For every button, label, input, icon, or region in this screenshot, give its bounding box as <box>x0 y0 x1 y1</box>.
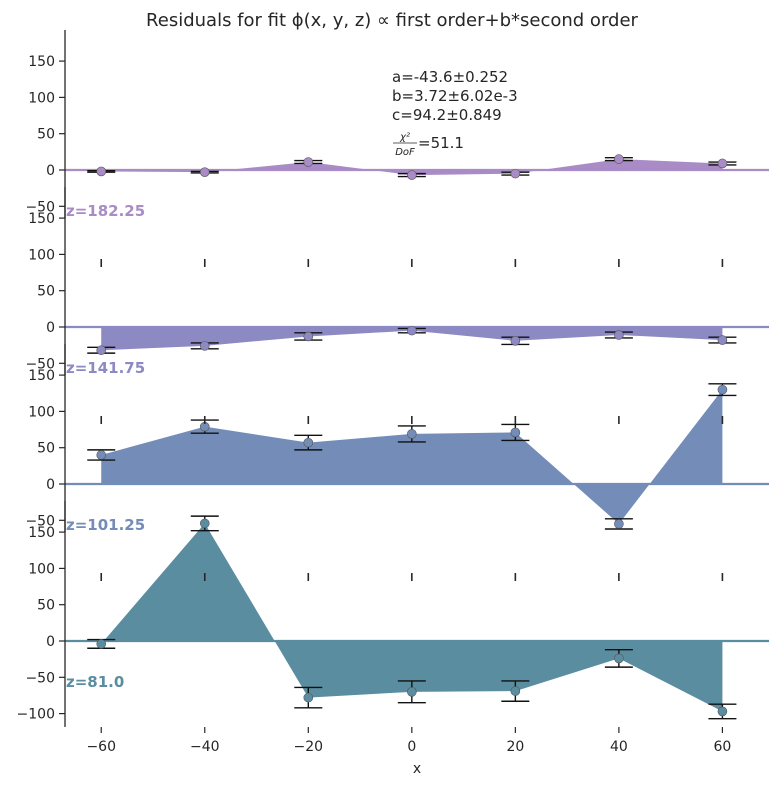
data-point <box>407 687 417 697</box>
series-area <box>101 523 723 712</box>
y-tick-label: 50 <box>37 441 55 457</box>
series-area <box>101 389 723 524</box>
y-tick-label: −50 <box>25 199 55 215</box>
y-tick-label: −100 <box>17 707 55 723</box>
data-point <box>407 429 417 439</box>
y-tick-label: 100 <box>28 90 55 106</box>
panel-1: −50 0 50 100 150 z=182.25 <box>25 30 769 220</box>
data-point <box>717 335 728 345</box>
panels: −50 0 50 100 150 z=182.25 −50 0 50 100 150 z=141.75… <box>17 30 769 727</box>
x-tick-label: −20 <box>294 739 324 755</box>
y-tick-label: 100 <box>28 404 55 420</box>
y-tick-label: 150 <box>28 525 55 541</box>
y-tick-label: −50 <box>25 356 55 372</box>
data-point <box>614 653 624 664</box>
data-point <box>717 706 728 717</box>
data-point <box>614 330 624 340</box>
y-tick-label: 100 <box>28 247 55 263</box>
annotation-chi2: =51.1 <box>418 134 464 152</box>
series-label: z=141.75 <box>66 359 145 377</box>
series-area <box>101 327 723 351</box>
data-point <box>614 519 624 529</box>
x-tick-label: 0 <box>407 739 416 755</box>
data-point <box>303 157 314 167</box>
y-tick-label: 50 <box>37 598 55 614</box>
x-axis-label: x <box>413 761 421 777</box>
y-tick-label: 50 <box>37 284 55 300</box>
data-point <box>510 686 521 696</box>
data-point <box>199 341 210 351</box>
data-point <box>407 170 417 180</box>
data-point <box>199 518 210 529</box>
annotation-a: a=-43.6±0.252 <box>392 68 508 86</box>
y-tick-label: −50 <box>25 513 55 529</box>
y-tick-label: 0 <box>46 634 55 650</box>
data-point <box>407 325 417 336</box>
series-label: z=101.25 <box>66 516 145 534</box>
y-tick-label: 100 <box>28 561 55 577</box>
series-label: z=81.0 <box>66 673 124 691</box>
annotation-c: c=94.2±0.849 <box>392 106 502 124</box>
data-point <box>510 168 521 179</box>
data-point <box>199 167 210 177</box>
x-tick-label: 20 <box>506 739 524 755</box>
chi2-denominator: DoF <box>395 147 415 158</box>
data-point <box>96 345 107 356</box>
x-tick-label: 60 <box>713 739 731 755</box>
data-point <box>510 335 521 346</box>
y-tick-label: −50 <box>25 670 55 686</box>
data-point <box>96 450 107 460</box>
annotation-b: b=3.72±6.02e-3 <box>392 87 518 105</box>
panel-4: −100 −50 0 50 100 150 z=81.0 <box>17 501 769 727</box>
y-tick-label: 0 <box>46 477 55 493</box>
data-point <box>614 154 624 164</box>
x-axis: −60 −40 −20 0 20 40 60 x <box>86 727 731 777</box>
chart-title: Residuals for fit ϕ(x, y, z) ∝ first ord… <box>146 10 638 31</box>
x-tick-label: −40 <box>190 739 220 755</box>
y-tick-label: 150 <box>28 54 55 70</box>
x-tick-label: −60 <box>86 739 116 755</box>
data-point <box>303 331 314 342</box>
y-tick-label: 50 <box>37 127 55 143</box>
data-point <box>717 384 728 395</box>
y-tick-label: 150 <box>28 368 55 384</box>
panel-2: −50 0 50 100 150 z=141.75 <box>25 187 769 377</box>
y-tick-label: 0 <box>46 163 55 179</box>
fit-annotation: a=-43.6±0.252 b=3.72±6.02e-3 c=94.2±0.84… <box>392 68 518 158</box>
data-point <box>303 692 314 703</box>
chi2-numerator: χ² <box>399 132 410 143</box>
data-point <box>303 437 314 448</box>
panel-3: −50 0 50 100 150 z=101.25 <box>25 344 769 534</box>
x-tick-label: 40 <box>610 739 628 755</box>
data-point <box>96 166 107 177</box>
series-label: z=182.25 <box>66 202 145 220</box>
data-point <box>717 158 728 169</box>
data-point <box>96 639 107 649</box>
y-tick-label: 0 <box>46 320 55 336</box>
data-point <box>510 427 521 438</box>
y-tick-label: 150 <box>28 211 55 227</box>
